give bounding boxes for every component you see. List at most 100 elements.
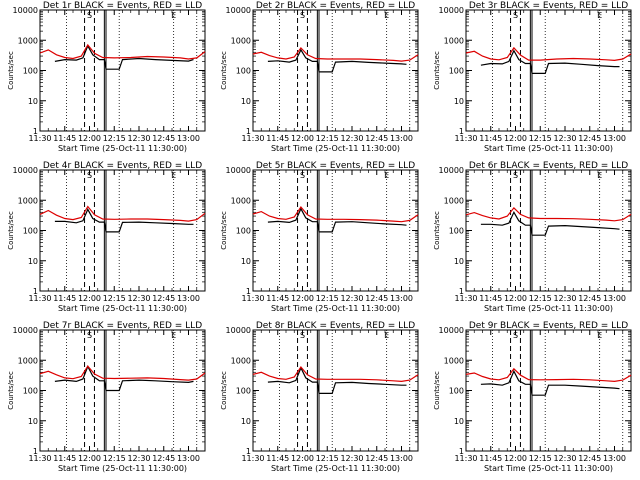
x-axis-label: Start Time (25-Oct-11 11:30:00) <box>484 304 613 313</box>
x-tick-label: 12:45 <box>365 294 388 303</box>
x-tick-label: 13:00 <box>603 454 626 463</box>
marker-label: S <box>513 11 518 20</box>
x-tick-label: 11:45 <box>479 134 502 143</box>
x-tick-label: 11:45 <box>266 454 289 463</box>
x-tick-label: 12:30 <box>127 454 150 463</box>
y-tick-label: 1 <box>33 127 38 136</box>
y-tick-label: 1000 <box>444 36 464 45</box>
y-tick-label: 1 <box>246 127 251 136</box>
series-line-lld <box>465 207 632 222</box>
marker-label: E <box>597 11 602 20</box>
y-tick-label: 10 <box>241 417 251 426</box>
detector-panel-7: Det 7r BLACK = Events, RED = LLD 1 10 100 10… <box>7 321 206 473</box>
series-line-lld <box>465 367 632 383</box>
y-tick-label: 1000 <box>444 356 464 365</box>
y-tick-label: 100 <box>23 67 38 76</box>
x-tick-label: 11:30 <box>28 294 51 303</box>
marker-label: E <box>171 11 176 20</box>
detector-panel-2: Det 2r BLACK = Events, RED = LLD 1 10 100 10… <box>220 1 419 153</box>
plot-frame <box>39 9 206 132</box>
x-tick-label: 11:45 <box>53 454 76 463</box>
marker-label: E <box>384 11 389 20</box>
panel-title: Det 4r BLACK = Events, RED = LLD <box>43 161 202 171</box>
y-tick-label: 10 <box>28 417 38 426</box>
y-tick-label: 10000 <box>226 166 251 175</box>
y-tick-label: 1 <box>459 287 464 296</box>
x-tick-label: 13:00 <box>177 454 200 463</box>
marker-label: E <box>597 331 602 340</box>
y-tick-label: 100 <box>236 67 251 76</box>
plot-frame <box>465 169 632 292</box>
y-tick-label: 1 <box>459 447 464 456</box>
y-tick-label: 1000 <box>18 36 38 45</box>
panel-title: Det 1r BLACK = Events, RED = LLD <box>43 1 202 11</box>
x-tick-label: 12:30 <box>553 294 576 303</box>
panel-title: Det 8r BLACK = Events, RED = LLD <box>256 321 415 331</box>
marker-label: S <box>300 11 305 20</box>
y-axis-label: Counts/sec <box>433 211 441 250</box>
detector-panel-3: Det 3r BLACK = Events, RED = LLD 1 10 100 10… <box>433 1 632 153</box>
y-tick-label: 10000 <box>13 326 38 335</box>
marker-label: E <box>171 331 176 340</box>
y-axis-label: Counts/sec <box>7 371 15 410</box>
x-tick-label: 11:30 <box>241 294 264 303</box>
detector-panel-1: Det 1r BLACK = Events, RED = LLD 1 10 100 10… <box>7 1 206 153</box>
series-line-lld <box>39 205 206 222</box>
x-tick-label: 12:30 <box>127 134 150 143</box>
x-tick-label: 13:00 <box>177 134 200 143</box>
x-axis-label: Start Time (25-Oct-11 11:30:00) <box>58 464 187 473</box>
marker-label: E <box>384 331 389 340</box>
x-tick-label: 12:00 <box>504 134 527 143</box>
detector-panel-6: Det 6r BLACK = Events, RED = LLD 1 10 100 10… <box>433 161 632 313</box>
marker-label: S <box>87 331 92 340</box>
x-tick-label: 11:45 <box>53 134 76 143</box>
x-tick-label: 12:15 <box>316 454 339 463</box>
y-axis-label: Counts/sec <box>433 371 441 410</box>
x-tick-label: 13:00 <box>390 294 413 303</box>
x-tick-label: 12:45 <box>152 134 175 143</box>
series-line-events <box>54 44 194 70</box>
x-tick-label: 12:15 <box>103 134 126 143</box>
x-tick-label: 12:30 <box>553 134 576 143</box>
x-tick-label: 12:30 <box>127 294 150 303</box>
series-line-lld <box>252 365 419 383</box>
detector-panel-4: Det 4r BLACK = Events, RED = LLD 1 10 100 10… <box>7 161 206 313</box>
y-tick-label: 100 <box>236 387 251 396</box>
panel-title: Det 2r BLACK = Events, RED = LLD <box>256 1 415 11</box>
detector-panel-8: Det 8r BLACK = Events, RED = LLD 1 10 100 10… <box>220 321 419 473</box>
series-line-lld <box>465 46 632 62</box>
detector-panel-5: Det 5r BLACK = Events, RED = LLD 1 10 100 10… <box>220 161 419 313</box>
y-tick-label: 100 <box>449 227 464 236</box>
x-tick-label: 12:15 <box>316 294 339 303</box>
x-axis-label: Start Time (25-Oct-11 11:30:00) <box>58 304 187 313</box>
plot-frame <box>252 329 419 452</box>
x-tick-label: 12:30 <box>340 294 363 303</box>
x-tick-label: 12:45 <box>152 454 175 463</box>
y-axis-label: Counts/sec <box>220 211 228 250</box>
plot-frame <box>465 329 632 452</box>
x-tick-label: 12:45 <box>365 134 388 143</box>
x-axis-label: Start Time (25-Oct-11 11:30:00) <box>271 464 400 473</box>
y-tick-label: 10000 <box>439 326 464 335</box>
y-tick-label: 1000 <box>231 196 251 205</box>
plot-frame <box>39 169 206 292</box>
y-tick-label: 10 <box>241 257 251 266</box>
y-tick-label: 10 <box>241 97 251 106</box>
plot-frame <box>252 169 419 292</box>
x-tick-label: 12:15 <box>103 454 126 463</box>
series-line-events <box>267 207 407 233</box>
x-tick-label: 13:00 <box>177 294 200 303</box>
x-tick-label: 12:00 <box>504 454 527 463</box>
marker-label: S <box>300 331 305 340</box>
series-line-events <box>267 366 407 394</box>
series-line-lld <box>252 205 419 223</box>
x-tick-label: 13:00 <box>603 134 626 143</box>
x-tick-label: 12:00 <box>504 294 527 303</box>
marker-label: E <box>171 171 176 180</box>
x-tick-label: 11:30 <box>454 454 477 463</box>
x-tick-label: 11:45 <box>266 134 289 143</box>
y-tick-label: 100 <box>449 67 464 76</box>
x-tick-label: 11:30 <box>241 134 264 143</box>
y-tick-label: 10000 <box>13 166 38 175</box>
